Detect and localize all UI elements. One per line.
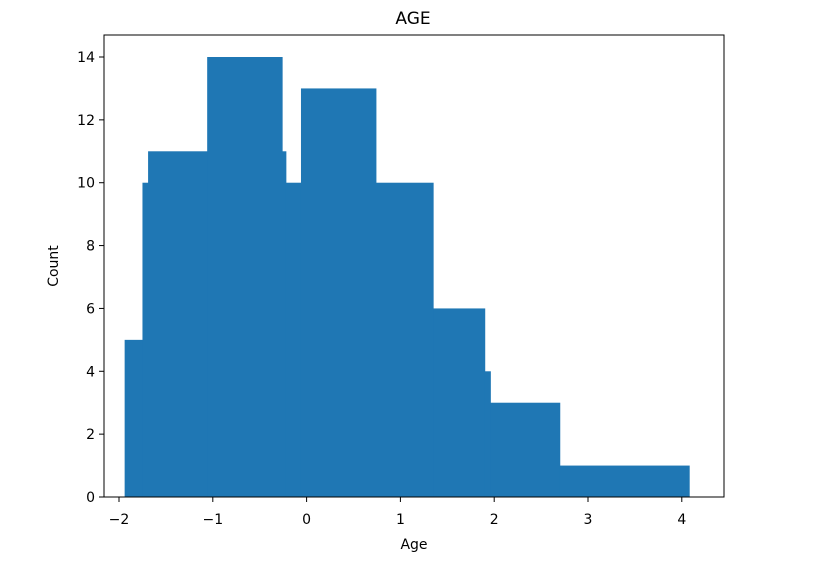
x-tick-label: −1 (202, 512, 223, 528)
histogram-bar (484, 371, 491, 497)
bars-group (124, 57, 690, 498)
x-axis-ticks: −2 −1 0 1 2 3 4 (109, 497, 686, 528)
histogram-bar (142, 182, 149, 497)
x-tick-label: 0 (302, 512, 311, 528)
histogram-bar (376, 182, 434, 497)
x-tick-label: −2 (109, 512, 130, 528)
y-tick-label: 8 (86, 239, 95, 255)
y-tick-label: 10 (77, 176, 95, 192)
x-tick-label: 3 (584, 512, 593, 528)
histogram-bar (282, 151, 287, 498)
histogram-bar (207, 57, 283, 497)
y-tick-label: 14 (77, 50, 95, 66)
histogram-bar (559, 465, 690, 497)
y-tick-label: 6 (86, 301, 95, 317)
plot-frame (103, 34, 725, 498)
x-tick-label: 4 (677, 512, 686, 528)
y-axis-label: Count (46, 245, 62, 287)
histogram-bar (124, 339, 143, 497)
x-tick-label: 1 (396, 512, 405, 528)
x-axis-label: Age (400, 537, 427, 553)
histogram-bar (148, 151, 208, 498)
chart-title: AGE (395, 9, 430, 29)
histogram-bar (285, 182, 302, 497)
histogram-bar (433, 308, 486, 497)
y-tick-label: 0 (86, 490, 95, 506)
histogram-bar (490, 402, 561, 497)
histogram-bar (300, 88, 377, 498)
y-axis-ticks: 0 2 4 6 8 10 12 14 (77, 50, 104, 506)
y-tick-label: 4 (86, 364, 95, 380)
x-tick-label: 2 (490, 512, 499, 528)
y-tick-label: 12 (77, 113, 95, 129)
y-tick-label: 2 (86, 427, 95, 443)
